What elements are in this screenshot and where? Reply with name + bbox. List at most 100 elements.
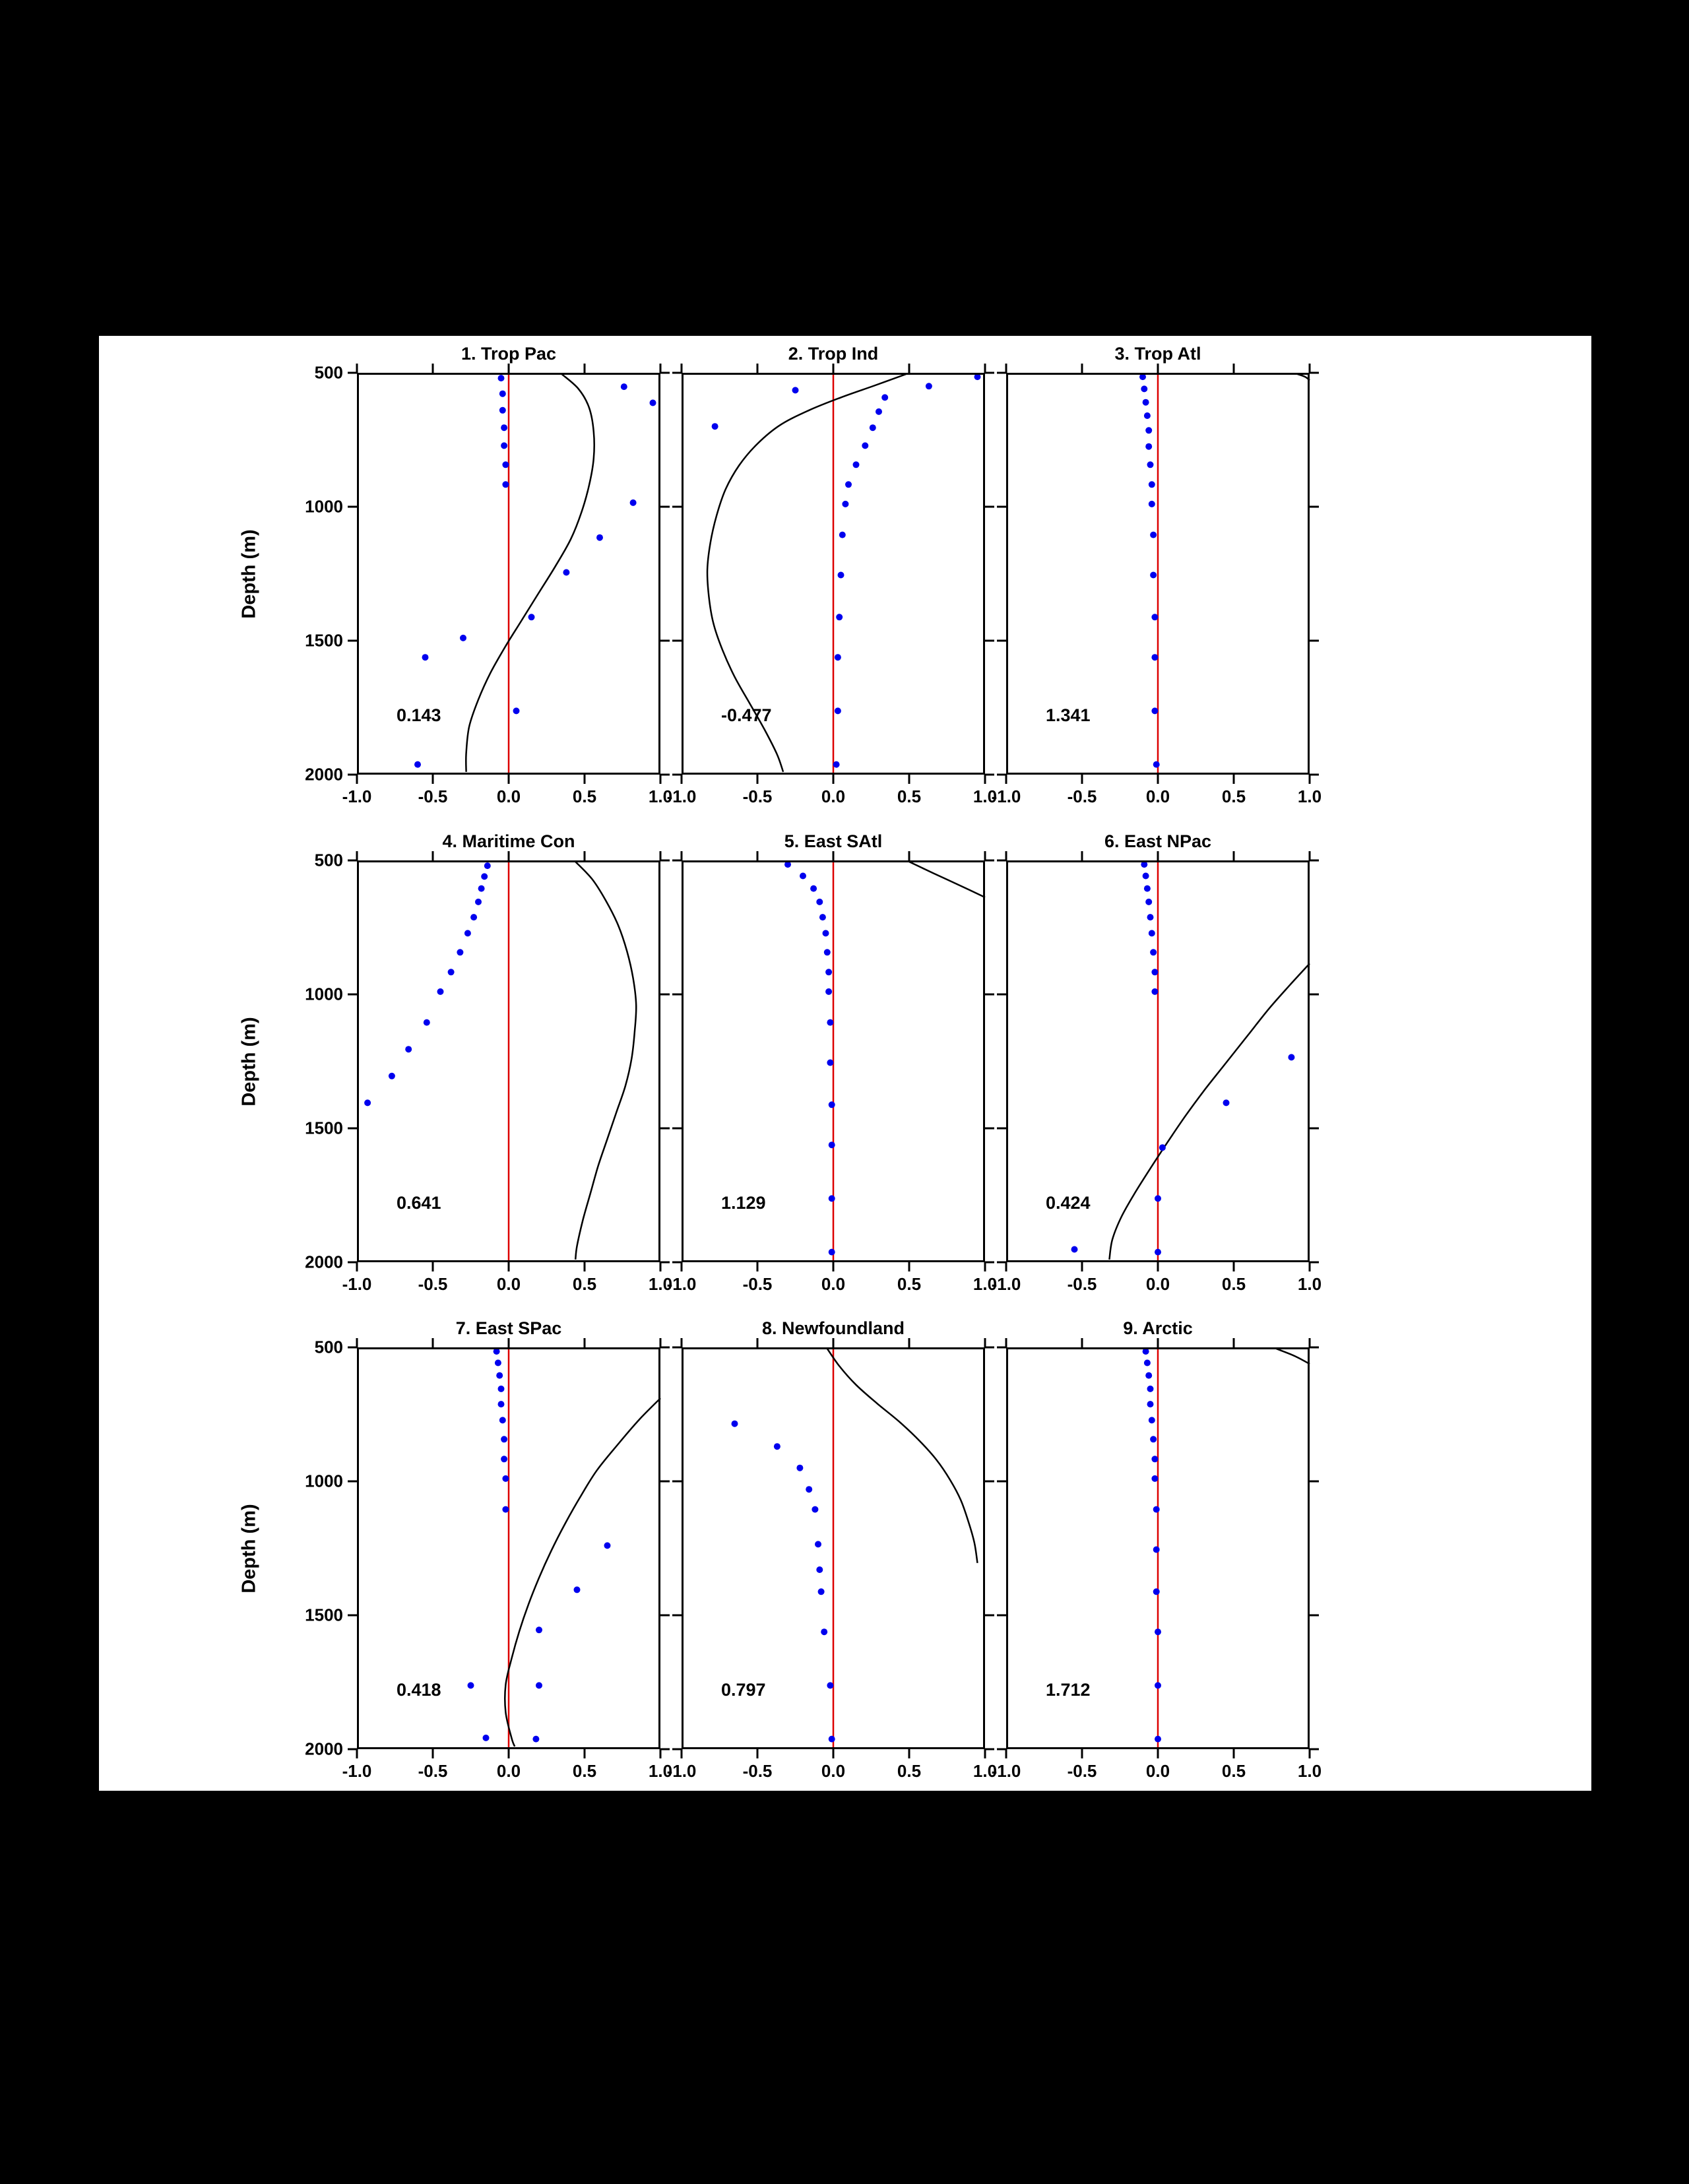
y-tick-label: 2000: [305, 1252, 343, 1272]
x-tick-label: 0.5: [897, 1761, 922, 1781]
y-tick-label: 1500: [305, 1605, 343, 1625]
subplot-newfoundland: 8. Newfoundland 0.797 -1.0 -0.5 0.0 0.5 1.0: [667, 1318, 997, 1781]
annotation-value: 1.341: [1046, 705, 1091, 725]
x-tick-label: 0.0: [496, 1274, 521, 1294]
x-tick-label: 0.5: [897, 787, 922, 806]
subplot-trop-pac: 1. Trop Pac 0.143 -1.0 -0.5 0.0 0.5 1.0: [342, 344, 672, 806]
y-axis-title: Depth (m): [238, 1016, 260, 1107]
annotation-value: 0.143: [397, 705, 441, 725]
subplot-trop-ind: 2. Trop Ind -0.477 -1.0 -0.5 0.0 0.5 1.0: [667, 344, 997, 806]
x-tick-label: -1.0: [991, 1761, 1021, 1781]
subplot-east-npac: 6. East NPac 0.424 -1.0 -0.5 0.0 0.5 1.0: [992, 831, 1322, 1294]
x-tick-label: 0.5: [1221, 787, 1246, 806]
x-tick-label: -1.0: [991, 787, 1021, 806]
y-tick-label: 1000: [305, 496, 343, 517]
chart-row-3: Depth (m) 7. East SPac 0.418 -1.0 -0.5 0.0…: [99, 1318, 1591, 1781]
annotation-value: 0.424: [1046, 1193, 1091, 1213]
annotation-value: 1.712: [1046, 1680, 1091, 1700]
x-tick-label: -0.5: [418, 1274, 448, 1294]
x-tick-label: 0.0: [1145, 787, 1170, 806]
plot-area: [997, 364, 1319, 784]
x-tick-label: 1.0: [972, 787, 998, 806]
x-tick-label: 1.0: [648, 787, 673, 806]
x-tick-label: -0.5: [742, 1274, 773, 1294]
x-tick-label: 0.5: [897, 1274, 922, 1294]
subplot-title: 8. Newfoundland: [762, 1318, 905, 1338]
subplot-title: 6. East NPac: [1104, 831, 1212, 851]
x-tick-label: 0.5: [1221, 1274, 1246, 1294]
x-tick-label: 0.0: [821, 1761, 846, 1781]
x-tick-label: -1.0: [342, 787, 372, 806]
subplot-east-spac: 7. East SPac 0.418 -1.0 -0.5 0.0 0.5 1.0: [342, 1318, 672, 1781]
x-tick-label: 0.0: [496, 787, 521, 806]
x-tick-label: -0.5: [742, 787, 773, 806]
y-tick-label: 500: [314, 362, 343, 383]
y-tick-label: 500: [314, 850, 343, 870]
annotation-value: 0.641: [397, 1193, 441, 1213]
subplot-title: 9. Arctic: [1123, 1318, 1193, 1338]
y-axis-title: Depth (m): [238, 1503, 260, 1593]
x-tick-label: -0.5: [1067, 1274, 1097, 1294]
x-tick-label: -1.0: [666, 1761, 697, 1781]
x-tick-label: 0.5: [1221, 1761, 1246, 1781]
x-tick-label: 0.0: [496, 1761, 521, 1781]
x-tick-label: 1.0: [972, 1761, 998, 1781]
x-tick-label: -0.5: [1067, 1761, 1097, 1781]
x-tick-label: -1.0: [991, 1274, 1021, 1294]
annotation-value: 0.797: [721, 1680, 766, 1700]
subplot-maritime-con: 4. Maritime Con 0.641 -1.0 -0.5 0.0 0.5 1.0: [342, 831, 672, 1294]
y-axis-title: Depth (m): [238, 529, 260, 619]
figure-canvas: Depth (m) 1. Trop Pac 0.143 -1.0 -0.5 0.0 0…: [99, 336, 1591, 1791]
plot-area: [672, 851, 994, 1271]
x-tick-label: -1.0: [342, 1274, 372, 1294]
subplot-east-satl: 5. East SAtl 1.129 -1.0 -0.5 0.0 0.5 1.0: [667, 831, 997, 1294]
subplot-title: 5. East SAtl: [784, 831, 883, 851]
x-tick-label: 0.0: [1145, 1761, 1170, 1781]
x-tick-label: -1.0: [666, 1274, 697, 1294]
subplot-arctic: 9. Arctic 1.712 -1.0 -0.5 0.0 0.5 1.0: [992, 1318, 1322, 1781]
plot-area: [997, 851, 1319, 1271]
subplot-title: 1. Trop Pac: [461, 344, 557, 364]
annotation-value: 1.129: [721, 1193, 766, 1213]
x-tick-label: 1.0: [648, 1274, 673, 1294]
x-tick-label: -1.0: [666, 787, 697, 806]
x-tick-label: 0.5: [572, 787, 597, 806]
plot-area: [672, 1338, 994, 1758]
y-tick-label: 2000: [305, 764, 343, 785]
subplot-title: 7. East SPac: [455, 1318, 562, 1338]
chart-row-2: Depth (m) 4. Maritime Con 0.641 -1.0 -0.5…: [99, 831, 1591, 1294]
y-tick-label: 2000: [305, 1739, 343, 1759]
subplot-title: 4. Maritime Con: [442, 831, 575, 851]
x-tick-label: 0.0: [821, 1274, 846, 1294]
y-tick-label: 1000: [305, 984, 343, 1004]
x-tick-label: 1.0: [1297, 1274, 1322, 1294]
x-tick-label: 0.0: [821, 787, 846, 806]
x-tick-label: 1.0: [1297, 1761, 1322, 1781]
plot-area: [997, 1338, 1319, 1758]
y-tick-label: 500: [314, 1337, 343, 1357]
subplot-title: 3. Trop Atl: [1114, 344, 1201, 364]
plot-area: [348, 1338, 670, 1758]
y-tick-label: 1000: [305, 1471, 343, 1491]
chart-row-1: Depth (m) 1. Trop Pac 0.143 -1.0 -0.5 0.0 0…: [99, 344, 1591, 806]
y-tick-label: 1500: [305, 630, 343, 651]
x-tick-label: 1.0: [648, 1761, 673, 1781]
annotation-value: -0.477: [721, 705, 772, 725]
x-tick-label: -0.5: [1067, 787, 1097, 806]
x-tick-label: 0.0: [1145, 1274, 1170, 1294]
plot-area: [672, 364, 994, 784]
x-tick-label: -1.0: [342, 1761, 372, 1781]
x-tick-label: 1.0: [1297, 787, 1322, 806]
subplot-title: 2. Trop Ind: [788, 344, 879, 364]
x-tick-label: -0.5: [418, 1761, 448, 1781]
y-tick-label: 1500: [305, 1118, 343, 1138]
annotation-value: 0.418: [397, 1680, 441, 1700]
plot-area: [348, 364, 670, 784]
plot-area: [348, 851, 670, 1271]
subplot-trop-atl: 3. Trop Atl 1.341 -1.0 -0.5 0.0 0.5 1.0: [992, 344, 1322, 806]
x-tick-label: 0.5: [572, 1274, 597, 1294]
x-tick-label: -0.5: [418, 787, 448, 806]
x-tick-label: 1.0: [972, 1274, 998, 1294]
x-tick-label: 0.5: [572, 1761, 597, 1781]
x-tick-label: -0.5: [742, 1761, 773, 1781]
